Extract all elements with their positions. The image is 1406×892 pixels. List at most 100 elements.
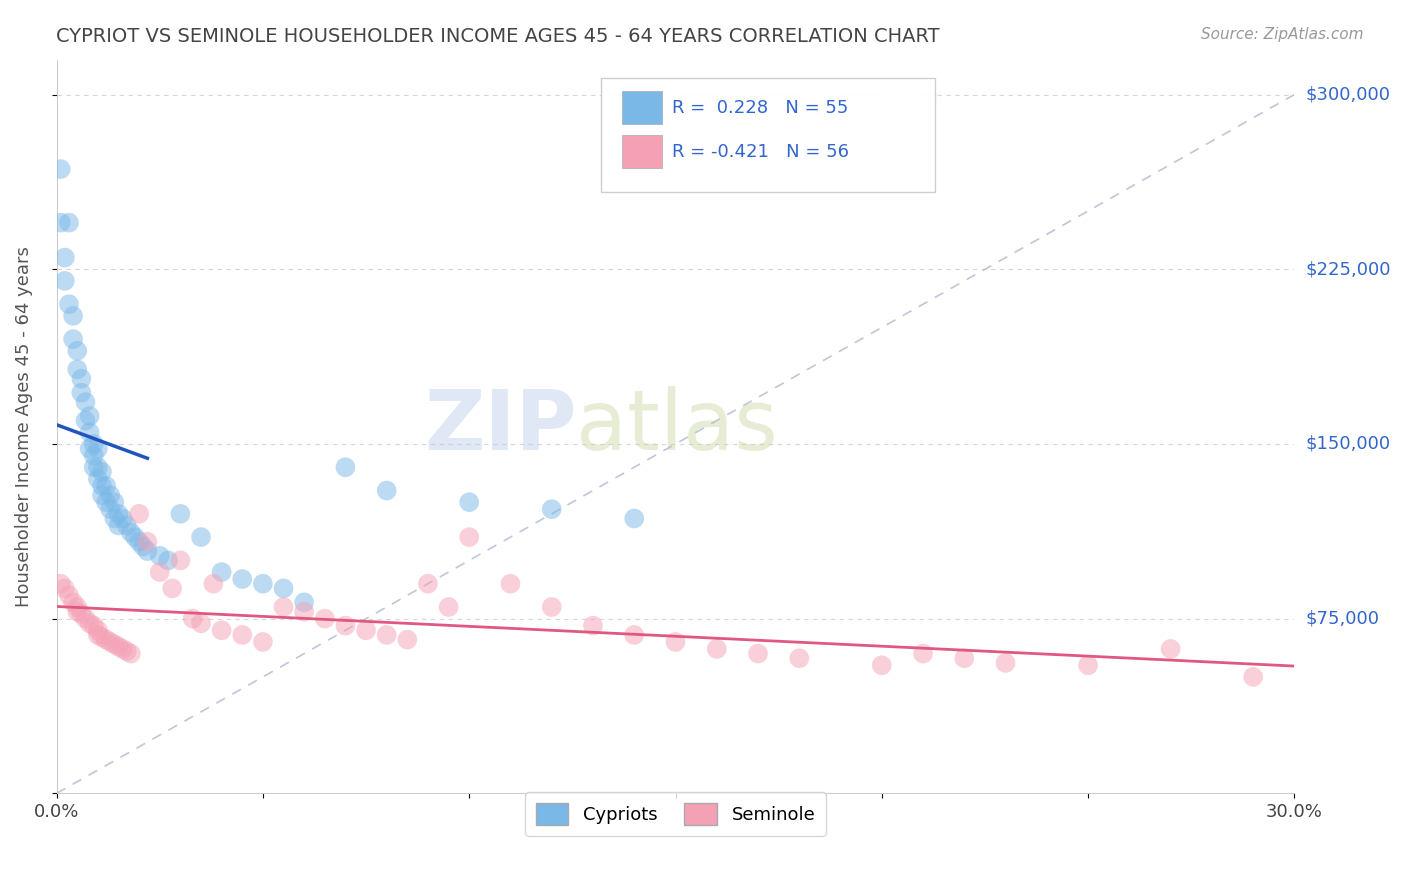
Point xyxy=(107,507,129,521)
Point xyxy=(75,414,97,428)
Point xyxy=(75,395,97,409)
Text: $225,000: $225,000 xyxy=(1306,260,1391,278)
Point xyxy=(335,618,357,632)
Y-axis label: Householder Income Ages 45 - 64 years: Householder Income Ages 45 - 64 years xyxy=(15,246,32,607)
Point xyxy=(87,460,110,475)
Point xyxy=(190,616,212,631)
Point xyxy=(211,565,233,579)
Bar xyxy=(623,91,662,124)
Point xyxy=(83,449,105,463)
Point xyxy=(231,572,253,586)
Point xyxy=(98,635,121,649)
Point xyxy=(623,628,645,642)
Point xyxy=(87,628,110,642)
Point xyxy=(66,605,89,619)
Point xyxy=(136,534,159,549)
Text: $150,000: $150,000 xyxy=(1306,435,1391,453)
Point xyxy=(62,309,84,323)
Point xyxy=(623,511,645,525)
Point xyxy=(66,343,89,358)
Point xyxy=(53,274,76,288)
Point xyxy=(169,553,191,567)
Point xyxy=(98,502,121,516)
Point xyxy=(70,607,93,621)
Point xyxy=(169,507,191,521)
Point xyxy=(79,409,101,423)
Point xyxy=(62,595,84,609)
Point xyxy=(79,616,101,631)
Point xyxy=(912,647,935,661)
Point xyxy=(499,576,522,591)
Point xyxy=(111,641,134,656)
Point xyxy=(582,618,605,632)
Point xyxy=(107,518,129,533)
Point xyxy=(1077,658,1099,673)
Point xyxy=(202,576,225,591)
Point xyxy=(87,472,110,486)
Point xyxy=(53,582,76,596)
Legend: Cypriots, Seminole: Cypriots, Seminole xyxy=(524,792,825,836)
Point xyxy=(91,479,114,493)
Text: CYPRIOT VS SEMINOLE HOUSEHOLDER INCOME AGES 45 - 64 YEARS CORRELATION CHART: CYPRIOT VS SEMINOLE HOUSEHOLDER INCOME A… xyxy=(56,27,939,45)
Point xyxy=(91,465,114,479)
Point xyxy=(83,437,105,451)
Point xyxy=(111,511,134,525)
Point xyxy=(314,612,336,626)
Point xyxy=(375,628,398,642)
Point xyxy=(870,658,893,673)
Point xyxy=(149,549,172,563)
Point xyxy=(231,628,253,642)
Point xyxy=(787,651,810,665)
Point xyxy=(124,530,146,544)
Point xyxy=(70,385,93,400)
Text: R = -0.421   N = 56: R = -0.421 N = 56 xyxy=(672,143,849,161)
Bar xyxy=(623,136,662,169)
Point xyxy=(115,644,138,658)
Point xyxy=(83,618,105,632)
Point xyxy=(87,442,110,456)
Point xyxy=(747,647,769,661)
Point xyxy=(211,624,233,638)
Point xyxy=(79,425,101,440)
Point xyxy=(66,362,89,376)
Point xyxy=(75,612,97,626)
Point xyxy=(437,599,460,614)
Point xyxy=(664,635,686,649)
Point xyxy=(58,216,80,230)
Point xyxy=(87,624,110,638)
Point xyxy=(120,647,142,661)
Text: R =  0.228   N = 55: R = 0.228 N = 55 xyxy=(672,99,848,117)
Point xyxy=(540,502,562,516)
Point xyxy=(706,641,728,656)
Point xyxy=(273,582,295,596)
Point xyxy=(58,588,80,602)
Point xyxy=(953,651,976,665)
Point xyxy=(458,530,481,544)
Point xyxy=(103,495,125,509)
Text: $300,000: $300,000 xyxy=(1306,86,1391,103)
Point xyxy=(94,495,117,509)
Point xyxy=(49,216,72,230)
Point xyxy=(103,511,125,525)
Text: Source: ZipAtlas.com: Source: ZipAtlas.com xyxy=(1201,27,1364,42)
Text: $75,000: $75,000 xyxy=(1306,609,1379,628)
Point xyxy=(91,630,114,644)
Point xyxy=(94,632,117,647)
Point xyxy=(62,332,84,346)
Point xyxy=(132,540,155,554)
Point xyxy=(190,530,212,544)
Point xyxy=(136,544,159,558)
Point xyxy=(149,565,172,579)
Point xyxy=(53,251,76,265)
Point xyxy=(273,599,295,614)
Text: atlas: atlas xyxy=(576,386,779,467)
Point xyxy=(375,483,398,498)
Point xyxy=(128,534,150,549)
Point xyxy=(156,553,179,567)
Point xyxy=(58,297,80,311)
Point xyxy=(252,635,274,649)
Point xyxy=(994,656,1017,670)
Point xyxy=(160,582,183,596)
Point xyxy=(128,507,150,521)
Point xyxy=(292,595,315,609)
